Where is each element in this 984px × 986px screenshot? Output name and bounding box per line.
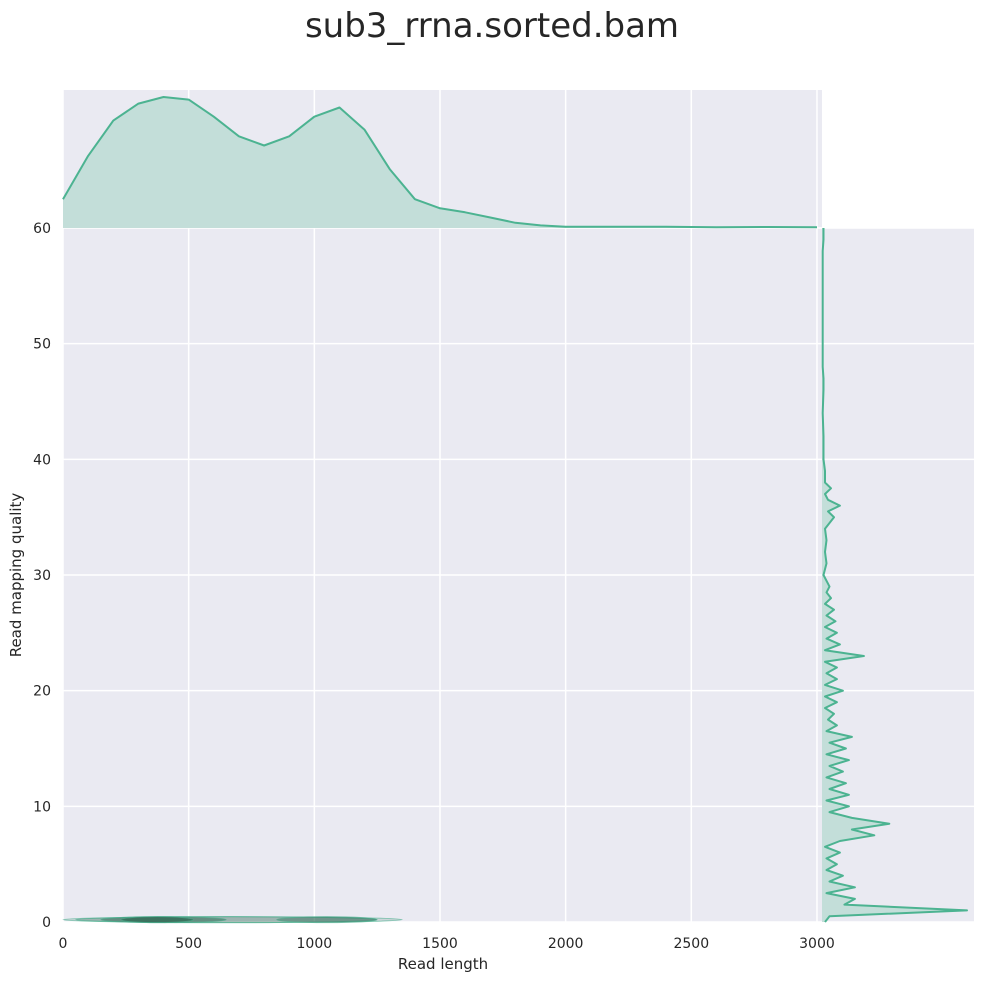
y-tick-label: 0 <box>42 915 51 931</box>
y-tick-label: 50 <box>33 337 51 353</box>
y-tick-label: 40 <box>33 452 51 468</box>
x-tick-label: 0 <box>59 936 68 952</box>
joint-density-layer <box>62 916 403 924</box>
x-tick-label: 2000 <box>548 936 584 952</box>
x-tick-label: 3000 <box>799 936 835 952</box>
marginal-y-fill <box>822 228 967 922</box>
x-axis-label: Read length <box>398 955 488 973</box>
x-tick-label: 2500 <box>673 936 709 952</box>
y-tick-label: 60 <box>33 221 51 237</box>
joint-density-band <box>120 916 195 924</box>
marginal-y-curve <box>821 228 968 923</box>
y-tick-label: 30 <box>33 568 51 584</box>
y-tick-label: 10 <box>33 799 51 815</box>
marginal-x-curve <box>62 96 818 229</box>
marginal-x-layer <box>62 96 818 229</box>
tick-layer: 0 500 1000 1500 2000 2500 3000 0 10 20 30 40 50 60 <box>33 221 835 952</box>
y-tick-label: 20 <box>33 684 51 700</box>
x-tick-label: 500 <box>175 936 202 952</box>
x-tick-label: 1000 <box>297 936 333 952</box>
marginal-y-layer <box>821 228 968 923</box>
joint-density-band <box>276 916 378 924</box>
chart-title: sub3_rrna.sorted.bam <box>305 6 679 46</box>
marginal-x-fill <box>63 97 817 228</box>
y-axis-label: Read mapping quality <box>7 493 25 658</box>
x-tick-label: 1500 <box>422 936 458 952</box>
